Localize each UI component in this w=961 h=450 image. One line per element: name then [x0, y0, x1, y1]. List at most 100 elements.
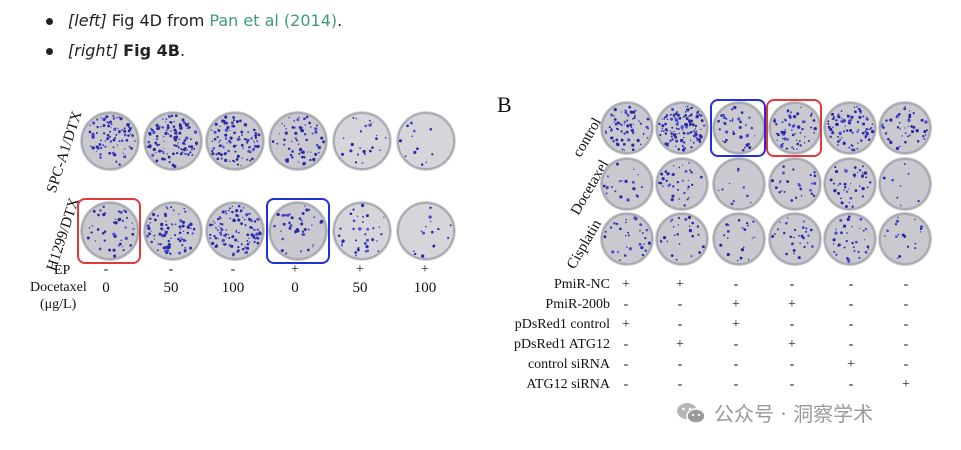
wechat-icon: [677, 402, 706, 424]
bullet-end-left: .: [337, 11, 343, 30]
treatment-value: -: [623, 337, 629, 352]
treatment-value: -: [789, 357, 795, 372]
treatment-value: -: [733, 377, 739, 392]
petri-dish: [143, 201, 203, 261]
bullet-dot: [46, 18, 53, 25]
petri-dish: [80, 201, 140, 261]
petri-dish: [205, 201, 265, 261]
petri-dish: [600, 157, 654, 211]
petri-dish: [823, 157, 877, 211]
docetaxel-value: 0: [102, 280, 110, 296]
treatment-value: -: [677, 297, 683, 312]
treatment-value: -: [623, 297, 629, 312]
ep-label: EP: [54, 263, 71, 278]
treatment-value: +: [847, 357, 855, 372]
petri-dish: [712, 101, 766, 155]
ep-value: -: [168, 262, 174, 277]
treatment-value: -: [623, 377, 629, 392]
petri-dish: [768, 157, 822, 211]
petri-dish: [878, 101, 932, 155]
ep-value: +: [421, 262, 429, 277]
docetaxel-value: 100: [221, 280, 245, 296]
red-highlight-box: [77, 198, 141, 264]
blue-highlight-box: [710, 99, 766, 157]
treatment-row-label: ATG12 siRNA: [526, 377, 610, 392]
docetaxel-value: 50: [352, 280, 368, 296]
treatment-value: -: [903, 337, 909, 352]
treatment-value: -: [848, 297, 854, 312]
ep-value: +: [291, 262, 299, 277]
treatment-value: +: [622, 277, 630, 292]
treatment-row-label: control siRNA: [527, 357, 610, 372]
bullet-list: [left] Fig 4D from Pan et al (2014). [ri…: [46, 6, 342, 66]
treatment-value: -: [789, 277, 795, 292]
bullet-dot: [46, 48, 53, 55]
treatment-value: -: [848, 377, 854, 392]
unit-label: (μg/L): [40, 297, 77, 312]
treatment-value: -: [677, 317, 683, 332]
treatment-value: -: [623, 357, 629, 372]
petri-dish: [600, 101, 654, 155]
treatment-value: -: [848, 277, 854, 292]
petri-dish: [396, 111, 456, 171]
docetaxel-value: 100: [413, 280, 437, 296]
treatment-row-label: pDsRed1 control: [514, 317, 610, 332]
treatment-value: +: [732, 297, 740, 312]
panel-letter: B: [497, 92, 512, 117]
treatment-row-label: pDsRed1 ATG12: [513, 337, 610, 352]
ep-value: -: [103, 262, 109, 277]
treatment-value: -: [789, 317, 795, 332]
docetaxel-value: 50: [163, 280, 179, 296]
petri-dish: [268, 201, 328, 261]
petri-dish: [396, 201, 456, 261]
petri-dish: [878, 212, 932, 266]
red-highlight-box: [766, 99, 822, 157]
petri-dish: [655, 157, 709, 211]
treatment-value: -: [677, 357, 683, 372]
petri-dish: [655, 212, 709, 266]
petri-dish: [80, 111, 140, 171]
treatment-value: +: [902, 377, 910, 392]
treatment-value: -: [733, 277, 739, 292]
row-label-spc: SPC-A1/DTX: [44, 109, 86, 195]
petri-dish: [332, 111, 392, 171]
treatment-value: -: [903, 297, 909, 312]
row-label-cisplatin: Cisplatin: [564, 217, 605, 272]
bullet-end-right: .: [179, 41, 186, 60]
pan-et-al-link[interactable]: Pan et al (2014): [209, 11, 338, 30]
petri-dish: [143, 111, 203, 171]
treatment-value: -: [903, 357, 909, 372]
ep-value: +: [356, 262, 364, 277]
treatment-value: +: [732, 317, 740, 332]
watermark: 公众号 · 洞察学术: [676, 398, 873, 427]
treatment-row-label: PmiR-200b: [545, 297, 610, 312]
petri-dish: [655, 101, 709, 155]
treatment-value: -: [848, 317, 854, 332]
bullet-left: [left] Fig 4D from Pan et al (2014).: [46, 6, 342, 36]
petri-dish: [712, 157, 766, 211]
watermark-text: 公众号 · 洞察学术: [714, 402, 874, 426]
petri-dish: [205, 111, 265, 171]
petri-dish: [600, 212, 654, 266]
petri-dish: [823, 212, 877, 266]
treatment-value: -: [903, 317, 909, 332]
petri-dish: [823, 101, 877, 155]
blue-highlight-box: [266, 198, 330, 264]
petri-dish: [268, 111, 328, 171]
treatment-value: -: [677, 377, 683, 392]
treatment-value: -: [733, 357, 739, 372]
ep-value: -: [230, 262, 236, 277]
treatment-value: -: [733, 337, 739, 352]
petri-dish: [332, 201, 392, 261]
treatment-value: +: [788, 297, 796, 312]
docetaxel-value: 0: [291, 280, 299, 296]
docetaxel-label: Docetaxel: [30, 280, 87, 295]
treatment-value: -: [903, 277, 909, 292]
treatment-value: -: [789, 377, 795, 392]
bullet-tag-left: [left]: [68, 11, 107, 30]
bullet-tag-right: [right]: [68, 41, 119, 60]
treatment-value: +: [622, 317, 630, 332]
petri-dish: [712, 212, 766, 266]
bullet-right: [right] Fig 4B.: [46, 36, 342, 66]
treatment-value: -: [848, 337, 854, 352]
